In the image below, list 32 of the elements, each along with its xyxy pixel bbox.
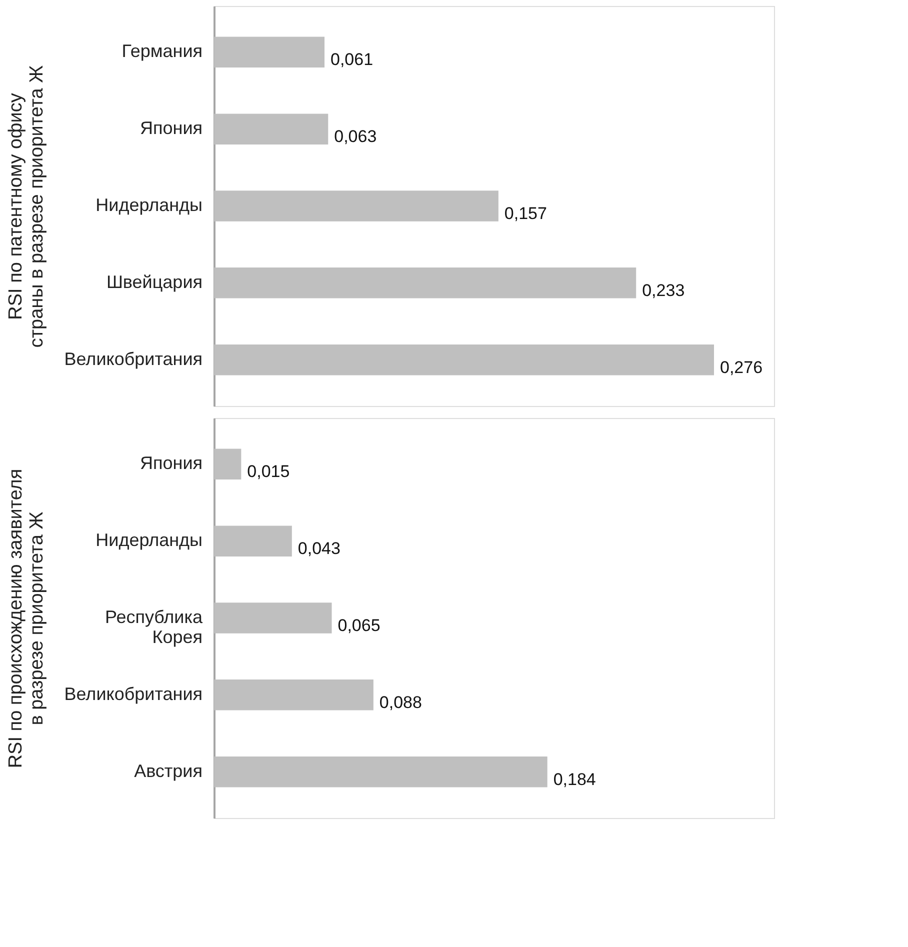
bar — [214, 36, 325, 68]
data-label: 0,184 — [553, 770, 596, 789]
data-label: 0,015 — [247, 462, 290, 482]
bar — [214, 268, 636, 298]
y-tick-label: Австрия — [134, 760, 202, 781]
data-label: 0,065 — [338, 616, 380, 635]
data-label: 0,043 — [298, 539, 340, 558]
data-label: 0,276 — [720, 358, 763, 377]
bar — [214, 448, 242, 480]
bar — [214, 602, 332, 634]
bar — [214, 190, 498, 222]
bar — [214, 756, 548, 788]
y-tick-label: Республика Корея — [104, 607, 204, 647]
y-tick-label: Нидерланды — [96, 530, 202, 550]
y-axis-title: RSI по происхождению заявителя в разрезе приоритета Ж — [5, 468, 48, 768]
y-tick-label: Япония — [140, 118, 202, 138]
bar — [214, 680, 374, 710]
data-label: 0,061 — [330, 50, 374, 70]
y-tick-label: Великобритания — [64, 684, 202, 704]
data-label: 0,233 — [642, 280, 685, 300]
data-label: 0,063 — [334, 127, 377, 146]
data-label: 0,157 — [504, 204, 547, 223]
bar — [214, 526, 292, 556]
y-tick-label: Германия — [122, 41, 202, 62]
y-axis-title: RSI по патентному офису страны в разрезе приоритета Ж — [5, 64, 48, 348]
y-tick-label: Япония — [140, 453, 202, 474]
y-tick-label: Нидерланды — [96, 195, 202, 215]
y-tick-label: Швейцария — [106, 272, 202, 292]
y-tick-label: Великобритания — [64, 348, 202, 369]
bar — [214, 344, 714, 376]
bar — [214, 114, 328, 144]
data-label: 0,088 — [379, 692, 422, 712]
